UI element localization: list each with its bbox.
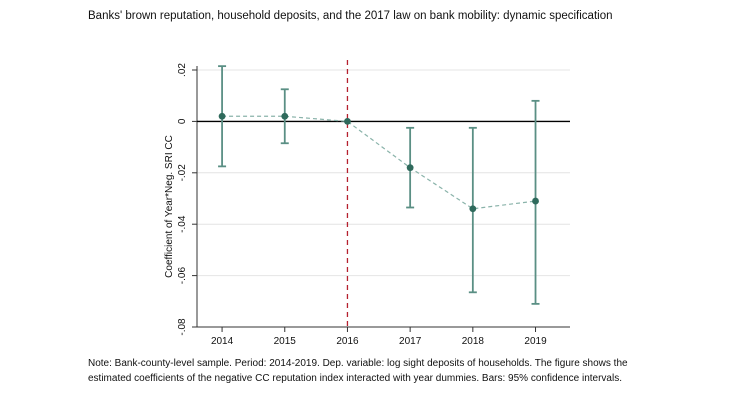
x-tick-label: 2015 (274, 336, 297, 347)
coefficient-point (281, 112, 289, 120)
y-axis-title: Coefficient of Year*Neg. SRI CC (164, 135, 175, 278)
y-tick-label: 0 (177, 118, 188, 124)
y-tick-label: -.02 (177, 164, 188, 182)
coefficient-point (469, 205, 477, 213)
x-tick-label: 2014 (211, 336, 234, 347)
coefficient-point (344, 118, 351, 125)
y-tick-label: -.08 (177, 318, 188, 336)
x-tick-label: 2016 (336, 336, 359, 347)
coefficient-point (218, 112, 226, 120)
x-tick-label: 2017 (399, 336, 422, 347)
x-tick-label: 2018 (462, 336, 485, 347)
coefficient-point (532, 197, 539, 205)
chart-title: Banks' brown reputation, household depos… (88, 10, 613, 22)
chart-note: Note: Bank-county-level sample. Period: … (88, 358, 628, 384)
coefficient-connector-line (222, 115, 536, 210)
x-tick-label: 2019 (524, 336, 547, 347)
y-tick-label: -.06 (177, 267, 188, 285)
coefficient-point (406, 164, 414, 172)
y-tick-label: -.04 (177, 215, 188, 233)
y-tick-label: .02 (177, 63, 188, 77)
